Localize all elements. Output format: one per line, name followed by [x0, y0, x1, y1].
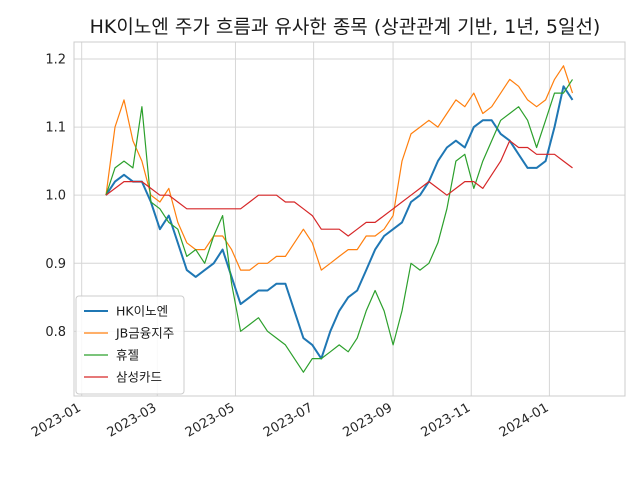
series-line [105, 65, 574, 271]
legend-box [75, 295, 185, 395]
y-axis: 0.8 0.9 1.0 1.1 1.2 [45, 53, 66, 340]
y-tick-label: 1.2 [45, 53, 66, 68]
series-line [105, 140, 573, 237]
series-lines [105, 65, 574, 373]
series-line [105, 79, 574, 373]
legend-label: 휴젤 [116, 348, 139, 363]
y-tick-label: 1.1 [45, 121, 66, 136]
legend-label: HK이노엔 [116, 304, 168, 319]
chart-title: HK이노엔 주가 흐름과 유사한 종목 (상관관계 기반, 1년, 5일선) [90, 16, 601, 38]
plot-frame [73, 41, 626, 397]
y-tick-label: 0.8 [45, 325, 66, 340]
legend-label: 삼성카드 [116, 370, 162, 385]
legend-label: JB금융지주 [115, 326, 174, 341]
y-tick-label: 1.0 [45, 189, 66, 204]
series-line [105, 85, 574, 360]
y-tick-label: 0.9 [45, 257, 66, 272]
